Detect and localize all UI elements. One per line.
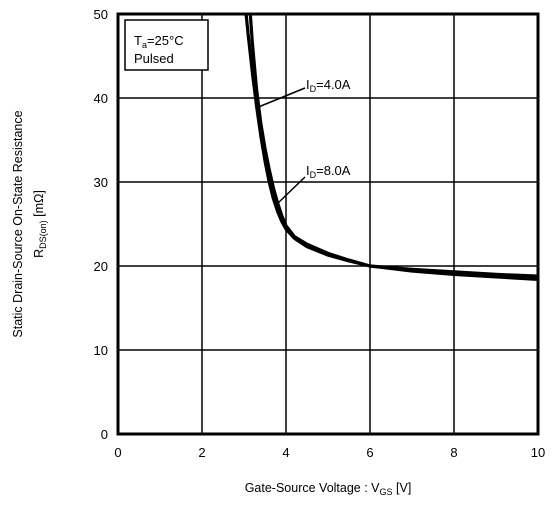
x-tick-label: 10 (531, 445, 545, 460)
conditions-box: Ta=25°C Pulsed (124, 19, 209, 71)
leader-line-id-8a (275, 176, 306, 206)
y-tick-label: 0 (101, 427, 108, 442)
series-annotations: ID=4.0A ID=8.0A (255, 77, 351, 206)
y-axis-title-line1: Static Drain-Source On-State Resistance (11, 110, 25, 337)
x-tick-label: 2 (198, 445, 205, 460)
grid (118, 14, 538, 434)
curves (244, 13, 539, 281)
series-line-0 (244, 13, 539, 278)
conditions-box-frame (124, 19, 209, 71)
series-label-id-4a: ID=4.0A (306, 77, 351, 94)
y-tick-labels: 0 10 20 30 40 50 (94, 7, 108, 442)
x-tick-label: 0 (114, 445, 121, 460)
plot-frame (116, 12, 540, 436)
series-line-1 (248, 13, 539, 281)
y-tick-label: 20 (94, 259, 108, 274)
y-tick-label: 50 (94, 7, 108, 22)
y-tick-label: 40 (94, 91, 108, 106)
conditions-pulsed: Pulsed (134, 51, 174, 66)
series-label-id-8a: ID=8.0A (306, 163, 351, 180)
x-tick-label: 6 (366, 445, 373, 460)
y-tick-label: 10 (94, 343, 108, 358)
y-tick-label: 30 (94, 175, 108, 190)
conditions-temperature: Ta=25°C (134, 33, 184, 50)
x-axis-title: Gate-Source Voltage : VGS [V] (245, 481, 412, 497)
x-tick-label: 4 (282, 445, 289, 460)
y-axis-title-line2: RDS(on) [mΩ] (32, 190, 48, 258)
x-tick-labels: 0 2 4 6 8 10 (114, 445, 545, 460)
leader-line-id-4a (255, 87, 306, 109)
x-tick-label: 8 (450, 445, 457, 460)
